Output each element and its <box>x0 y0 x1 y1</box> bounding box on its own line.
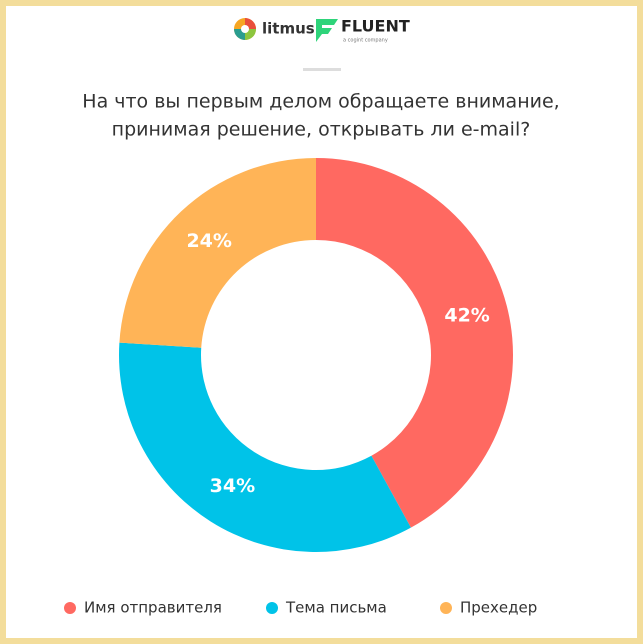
chart-title-line: На что вы первым делом обращаете внимани… <box>82 91 559 113</box>
legend-marker <box>266 602 278 614</box>
legend-label: Тема письма <box>285 599 387 617</box>
donut-slice <box>119 158 316 348</box>
legend-marker <box>64 602 76 614</box>
value-label: 24% <box>186 230 231 252</box>
legend-label: Прехедер <box>460 599 537 617</box>
donut-slice <box>316 158 514 528</box>
litmus-logo-icon <box>234 18 256 40</box>
chart-title-line: принимая решение, открывать ли e-mail? <box>112 119 531 141</box>
fluent-logo-icon <box>316 19 338 42</box>
brand-left: litmus <box>262 20 315 38</box>
legend-marker <box>440 602 452 614</box>
legend-label: Имя отправителя <box>84 599 222 617</box>
divider <box>303 68 341 71</box>
value-label: 42% <box>444 305 489 327</box>
value-label: 34% <box>210 475 255 497</box>
brand-right-sub: a cogint company <box>343 38 388 44</box>
brand-right: FLUENT <box>341 17 410 36</box>
donut-slice <box>118 342 411 553</box>
